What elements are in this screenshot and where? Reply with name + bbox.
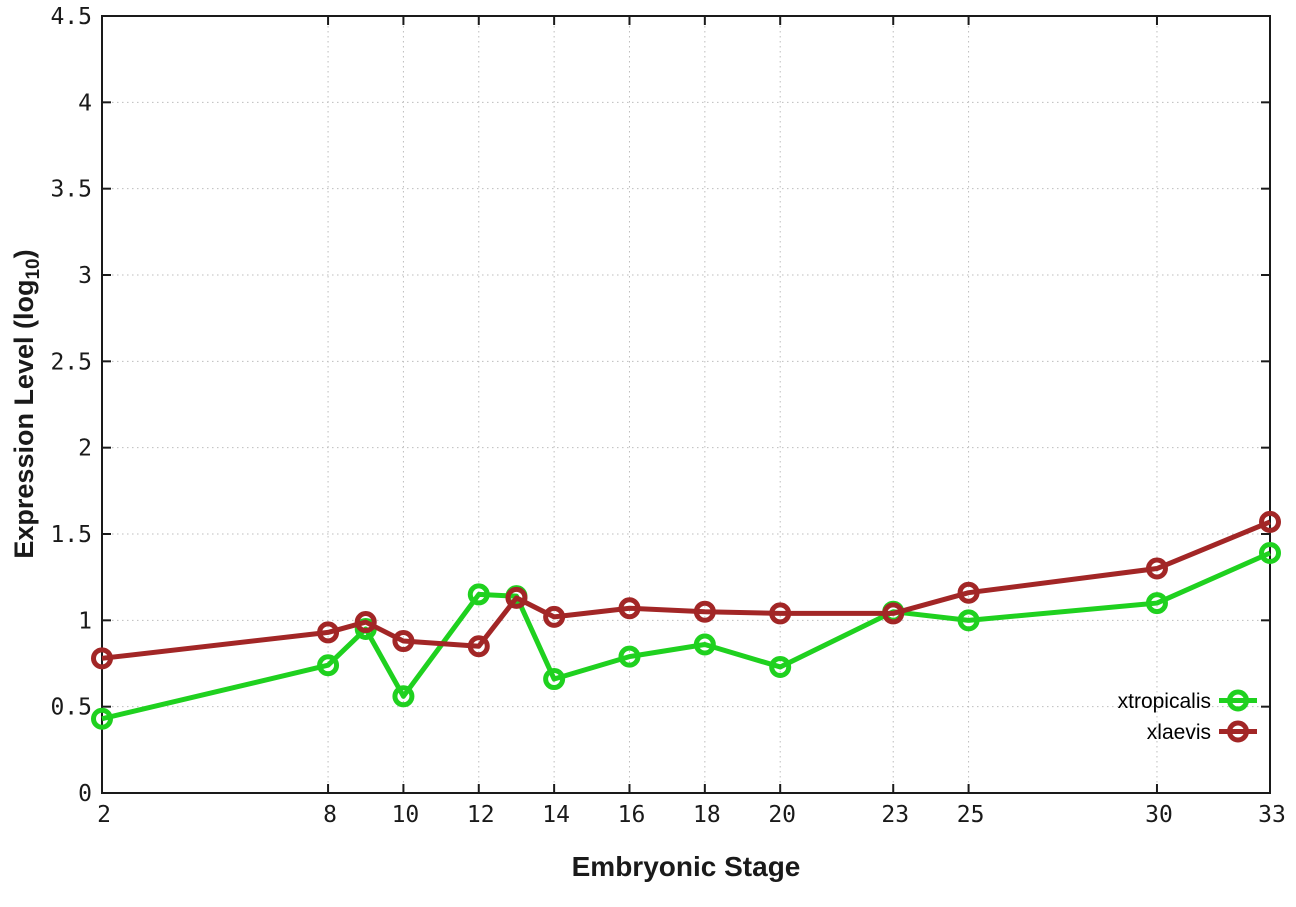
x-tick-label: 14: [542, 802, 570, 828]
x-tick-label: 25: [957, 802, 985, 828]
x-axis-title: Embryonic Stage: [571, 851, 801, 882]
data-point-xtropicalis: [543, 668, 566, 691]
data-point-xlaevis: [957, 581, 980, 604]
data-point-xlaevis: [1259, 510, 1281, 533]
x-tick-label: 10: [392, 802, 420, 828]
y-tick-label: 1: [78, 608, 92, 634]
y-tick-label: 3: [78, 263, 92, 289]
data-point-xtropicalis: [317, 654, 340, 677]
legend-label-xtropicalis: xtropicalis: [1118, 690, 1211, 713]
plot-border: [101, 15, 1271, 794]
data-point-xtropicalis: [1259, 541, 1281, 564]
data-point-xlaevis: [1145, 557, 1168, 580]
data-point-xlaevis: [91, 647, 113, 670]
x-tick-label: 33: [1258, 802, 1286, 828]
x-tick-label: 2: [97, 802, 111, 828]
x-tick-label: 30: [1145, 802, 1173, 828]
legend-marker-icon-xtropicalis: [1227, 689, 1249, 712]
series-line-xlaevis: [101, 519, 1271, 661]
data-point-xtropicalis: [957, 609, 980, 632]
data-point-xlaevis: [693, 600, 716, 623]
data-point-xlaevis: [317, 621, 340, 644]
y-tick-label: 4: [78, 90, 92, 116]
y-tick-label: 2: [78, 436, 92, 462]
y-tick-label: 0: [78, 781, 92, 807]
x-tick-label: 8: [323, 802, 337, 828]
y-axis-title-close: ): [8, 249, 39, 259]
y-tick-label: 3.5: [50, 177, 92, 203]
data-point-xlaevis: [505, 586, 528, 609]
data-point-xtropicalis: [91, 707, 113, 730]
legend-marker-icon-xlaevis: [1227, 720, 1249, 743]
y-axis-title: Expression Level (log10): [9, 249, 45, 558]
data-point-xlaevis: [543, 605, 566, 628]
data-point-xtropicalis: [1145, 592, 1168, 615]
x-tick-label: 18: [693, 802, 721, 828]
legend-label-xlaevis: xlaevis: [1147, 721, 1211, 744]
x-tick-label: 16: [618, 802, 646, 828]
y-axis-title-subscript: 10: [23, 258, 45, 280]
data-point-xtropicalis: [618, 645, 641, 668]
data-point-xlaevis: [882, 602, 905, 625]
data-point-xlaevis: [769, 602, 792, 625]
data-point-xtropicalis: [467, 583, 490, 606]
data-point-xtropicalis: [693, 633, 716, 656]
data-point-xlaevis: [392, 630, 415, 653]
y-axis-title-main: Expression Level (log: [8, 279, 39, 559]
x-tick-label: 20: [768, 802, 796, 828]
y-tick-label: 0.5: [50, 695, 92, 721]
data-point-xtropicalis: [392, 685, 415, 708]
y-tick-label: 4.5: [50, 4, 92, 30]
data-point-xlaevis: [618, 597, 641, 620]
data-point-xtropicalis: [769, 655, 792, 678]
data-point-xlaevis: [354, 611, 377, 634]
x-tick-label: 23: [881, 802, 909, 828]
x-tick-label: 12: [467, 802, 495, 828]
y-tick-label: 1.5: [50, 522, 92, 548]
series-line-xtropicalis: [101, 550, 1272, 722]
data-point-xlaevis: [467, 635, 490, 658]
y-tick-label: 2.5: [50, 349, 92, 375]
